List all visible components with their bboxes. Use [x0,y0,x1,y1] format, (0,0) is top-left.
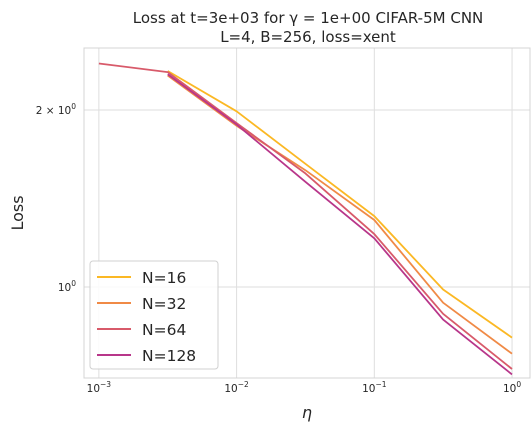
legend-label-0: N=16 [142,269,186,287]
x-tick-label-2: 10−1 [362,380,387,395]
legend-label-3: N=128 [142,347,196,365]
chart-title-line-2: L=4, B=256, loss=xent [220,28,396,46]
x-tick-label-1: 10−2 [224,380,249,395]
series-line-n-32 [167,74,513,355]
series-line-n-128 [167,73,513,376]
legend-label-2: N=64 [142,321,186,339]
y-tick-label-1: 2 × 100 [36,102,77,117]
y-tick-label-0: 100 [58,279,76,294]
plot-frame [83,47,531,379]
x-tick-label-3: 100 [503,380,521,395]
y-axis-label: Loss [8,195,27,230]
y-tick-labels: 100 2 × 100 [36,102,77,294]
series-line-n-16 [167,70,513,339]
x-axis-label: η [302,403,312,422]
legend-label-1: N=32 [142,295,186,313]
legend: N=16 N=32 N=64 N=128 [89,260,219,370]
legend-box [89,260,219,370]
x-tick-label-0: 10−3 [87,380,112,395]
x-tick-labels: 10−3 10−2 10−1 100 [87,380,522,395]
series-layer [98,62,513,376]
series-line-n-64 [98,62,513,370]
chart-title-line-1: Loss at t=3e+03 for γ = 1e+00 CIFAR-5M C… [133,9,484,27]
